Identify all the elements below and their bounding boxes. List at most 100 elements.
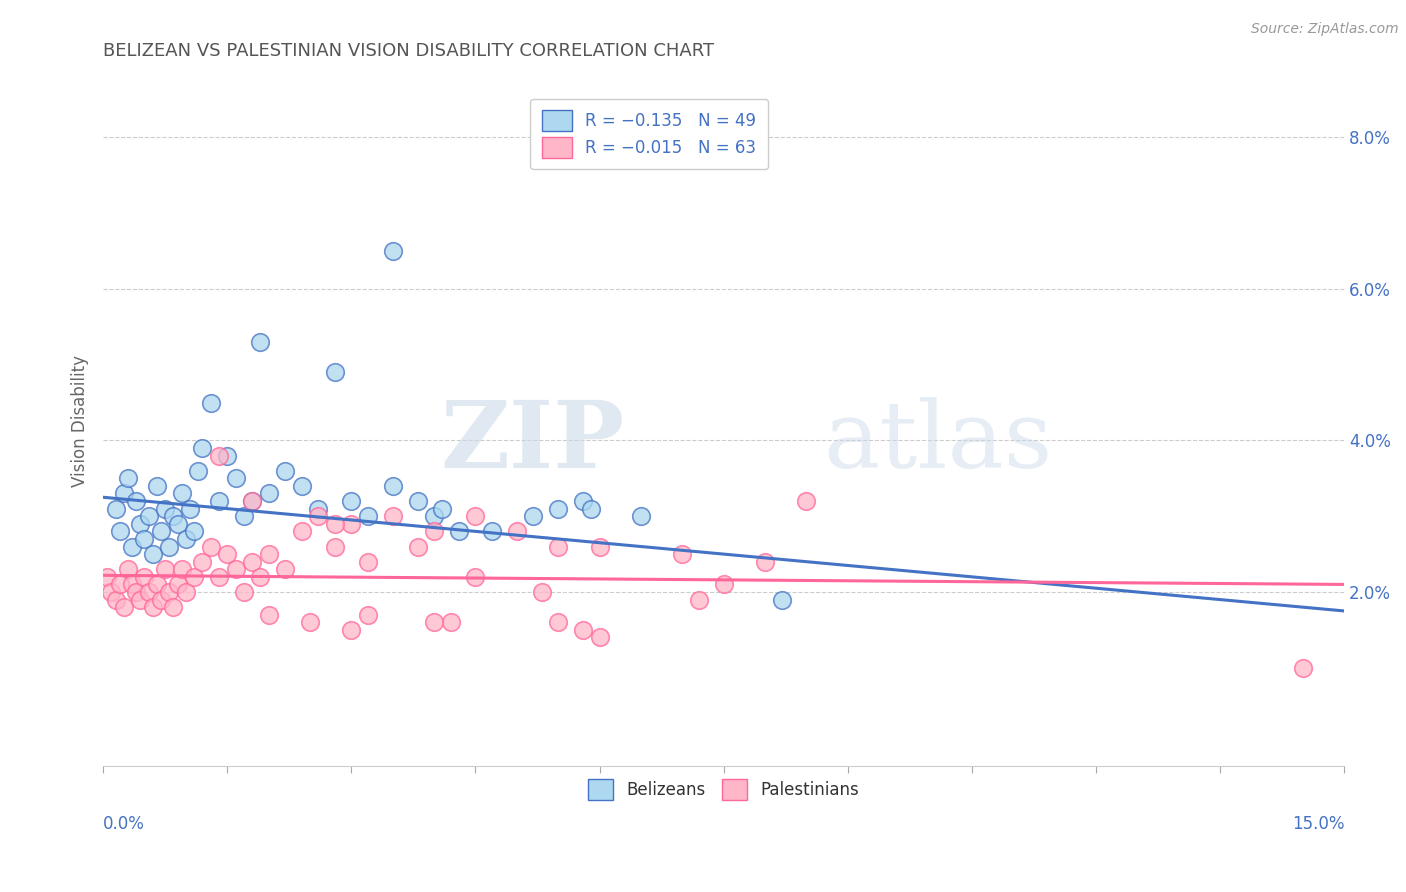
Point xyxy=(1292,661,1315,675)
Point xyxy=(200,395,222,409)
Point xyxy=(104,501,127,516)
Point xyxy=(406,494,429,508)
Point xyxy=(108,577,131,591)
Point xyxy=(249,334,271,349)
Point xyxy=(274,562,297,576)
Point xyxy=(291,524,314,539)
Point xyxy=(240,555,263,569)
Point xyxy=(153,501,176,516)
Text: BELIZEAN VS PALESTINIAN VISION DISABILITY CORRELATION CHART: BELIZEAN VS PALESTINIAN VISION DISABILIT… xyxy=(103,42,714,60)
Point xyxy=(340,494,363,508)
Point xyxy=(522,509,544,524)
Point xyxy=(217,449,239,463)
Point xyxy=(134,570,156,584)
Point xyxy=(357,555,380,569)
Point xyxy=(257,547,280,561)
Point xyxy=(112,600,135,615)
Point xyxy=(547,540,569,554)
Point xyxy=(754,555,776,569)
Point xyxy=(357,509,380,524)
Point xyxy=(166,516,188,531)
Point xyxy=(530,585,553,599)
Point xyxy=(423,524,446,539)
Point xyxy=(381,509,404,524)
Point xyxy=(187,464,209,478)
Point xyxy=(224,471,246,485)
Point xyxy=(208,570,231,584)
Point xyxy=(174,585,197,599)
Point xyxy=(423,615,446,630)
Point xyxy=(307,509,329,524)
Point xyxy=(630,509,652,524)
Point xyxy=(240,494,263,508)
Point xyxy=(125,494,148,508)
Point xyxy=(257,486,280,500)
Point xyxy=(162,509,184,524)
Point xyxy=(572,494,595,508)
Point xyxy=(572,623,595,637)
Point xyxy=(146,577,169,591)
Point xyxy=(142,547,165,561)
Point xyxy=(323,365,346,379)
Legend: Belizeans, Palestinians: Belizeans, Palestinians xyxy=(581,772,866,806)
Y-axis label: Vision Disability: Vision Disability xyxy=(72,355,89,487)
Point xyxy=(249,570,271,584)
Text: 0.0%: 0.0% xyxy=(103,814,145,832)
Point xyxy=(157,585,180,599)
Point xyxy=(481,524,503,539)
Point xyxy=(232,509,254,524)
Point xyxy=(770,592,793,607)
Point xyxy=(688,592,710,607)
Text: Source: ZipAtlas.com: Source: ZipAtlas.com xyxy=(1251,22,1399,37)
Point xyxy=(323,540,346,554)
Point xyxy=(240,494,263,508)
Point xyxy=(183,524,205,539)
Point xyxy=(150,592,173,607)
Point xyxy=(174,532,197,546)
Text: atlas: atlas xyxy=(823,397,1052,487)
Point xyxy=(191,441,214,455)
Point xyxy=(129,516,152,531)
Point xyxy=(100,585,122,599)
Point xyxy=(423,509,446,524)
Point xyxy=(153,562,176,576)
Point xyxy=(104,592,127,607)
Point xyxy=(157,540,180,554)
Point xyxy=(447,524,470,539)
Point xyxy=(307,501,329,516)
Point xyxy=(208,449,231,463)
Point xyxy=(340,516,363,531)
Point xyxy=(170,562,193,576)
Point xyxy=(112,486,135,500)
Point xyxy=(588,631,610,645)
Point xyxy=(381,479,404,493)
Point xyxy=(581,501,603,516)
Point xyxy=(713,577,735,591)
Point xyxy=(257,607,280,622)
Point xyxy=(179,501,201,516)
Point xyxy=(464,570,486,584)
Point xyxy=(121,577,143,591)
Point xyxy=(439,615,461,630)
Point xyxy=(547,615,569,630)
Point xyxy=(464,509,486,524)
Point xyxy=(150,524,173,539)
Point xyxy=(134,532,156,546)
Point xyxy=(125,585,148,599)
Point xyxy=(224,562,246,576)
Point xyxy=(588,540,610,554)
Point xyxy=(138,509,160,524)
Point xyxy=(117,562,139,576)
Point xyxy=(142,600,165,615)
Text: ZIP: ZIP xyxy=(440,397,624,487)
Point xyxy=(166,577,188,591)
Point xyxy=(323,516,346,531)
Point xyxy=(138,585,160,599)
Point xyxy=(796,494,818,508)
Point xyxy=(357,607,380,622)
Point xyxy=(432,501,454,516)
Point xyxy=(506,524,529,539)
Point xyxy=(232,585,254,599)
Text: 15.0%: 15.0% xyxy=(1292,814,1344,832)
Point xyxy=(547,501,569,516)
